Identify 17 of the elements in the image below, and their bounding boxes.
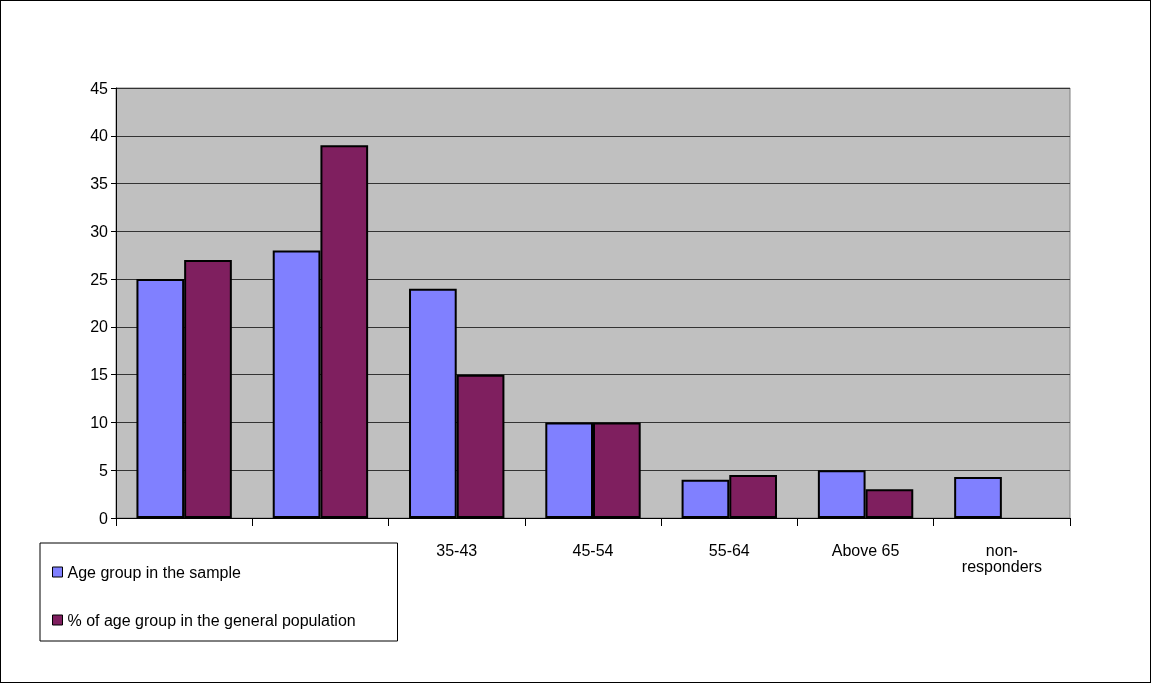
y-tick-label: 10 bbox=[90, 413, 109, 431]
legend-label: Age group in the sample bbox=[67, 563, 242, 581]
legend-label: % of age group in the general population bbox=[67, 611, 356, 629]
y-tick-label: 25 bbox=[90, 270, 109, 288]
y-tick-label: 40 bbox=[90, 127, 109, 145]
x-tick-label: non- responders bbox=[961, 541, 1042, 575]
y-tick-label: 5 bbox=[99, 461, 109, 479]
y-tick-label: 0 bbox=[99, 509, 109, 527]
y-tick-label: 20 bbox=[90, 318, 109, 336]
y-tick-label: 45 bbox=[90, 79, 109, 97]
x-tick-label: 55-64 bbox=[708, 541, 750, 559]
y-tick-label: 30 bbox=[90, 222, 109, 240]
x-tick-label: 45-54 bbox=[572, 541, 614, 559]
y-tick-label: 15 bbox=[90, 366, 109, 384]
x-tick-label: Above 65 bbox=[831, 541, 900, 559]
y-tick-label: 35 bbox=[90, 175, 109, 193]
x-tick-label: 35-43 bbox=[436, 541, 478, 559]
